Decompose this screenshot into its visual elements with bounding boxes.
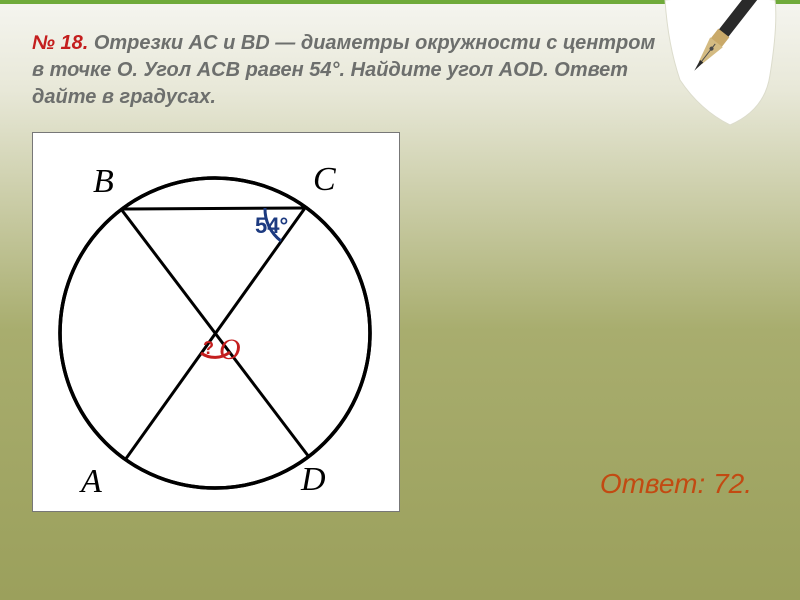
label-c: C: [313, 161, 336, 199]
problem-body: Отрезки AC и BD — диаметры окружности с …: [32, 32, 655, 108]
answer-value: 72.: [713, 468, 752, 499]
problem-number: № 18.: [32, 32, 88, 54]
problem-statement: № 18. Отрезки AC и BD — диаметры окружно…: [32, 30, 672, 111]
answer-label: Ответ:: [600, 468, 713, 499]
label-b: B: [93, 163, 114, 201]
label-a: A: [81, 463, 102, 501]
label-o: O: [219, 333, 241, 367]
geometry-figure: B C A D O 54° ?: [32, 132, 400, 512]
answer-text: Ответ: 72.: [600, 468, 752, 500]
angle-54-label: 54°: [255, 213, 288, 239]
diameter-bd: [121, 209, 309, 457]
question-mark: ?: [203, 338, 214, 359]
label-d: D: [301, 461, 326, 499]
pen-decoration: [660, 0, 780, 135]
chord-bc: [121, 208, 305, 209]
circle-diagram-svg: [33, 133, 401, 513]
